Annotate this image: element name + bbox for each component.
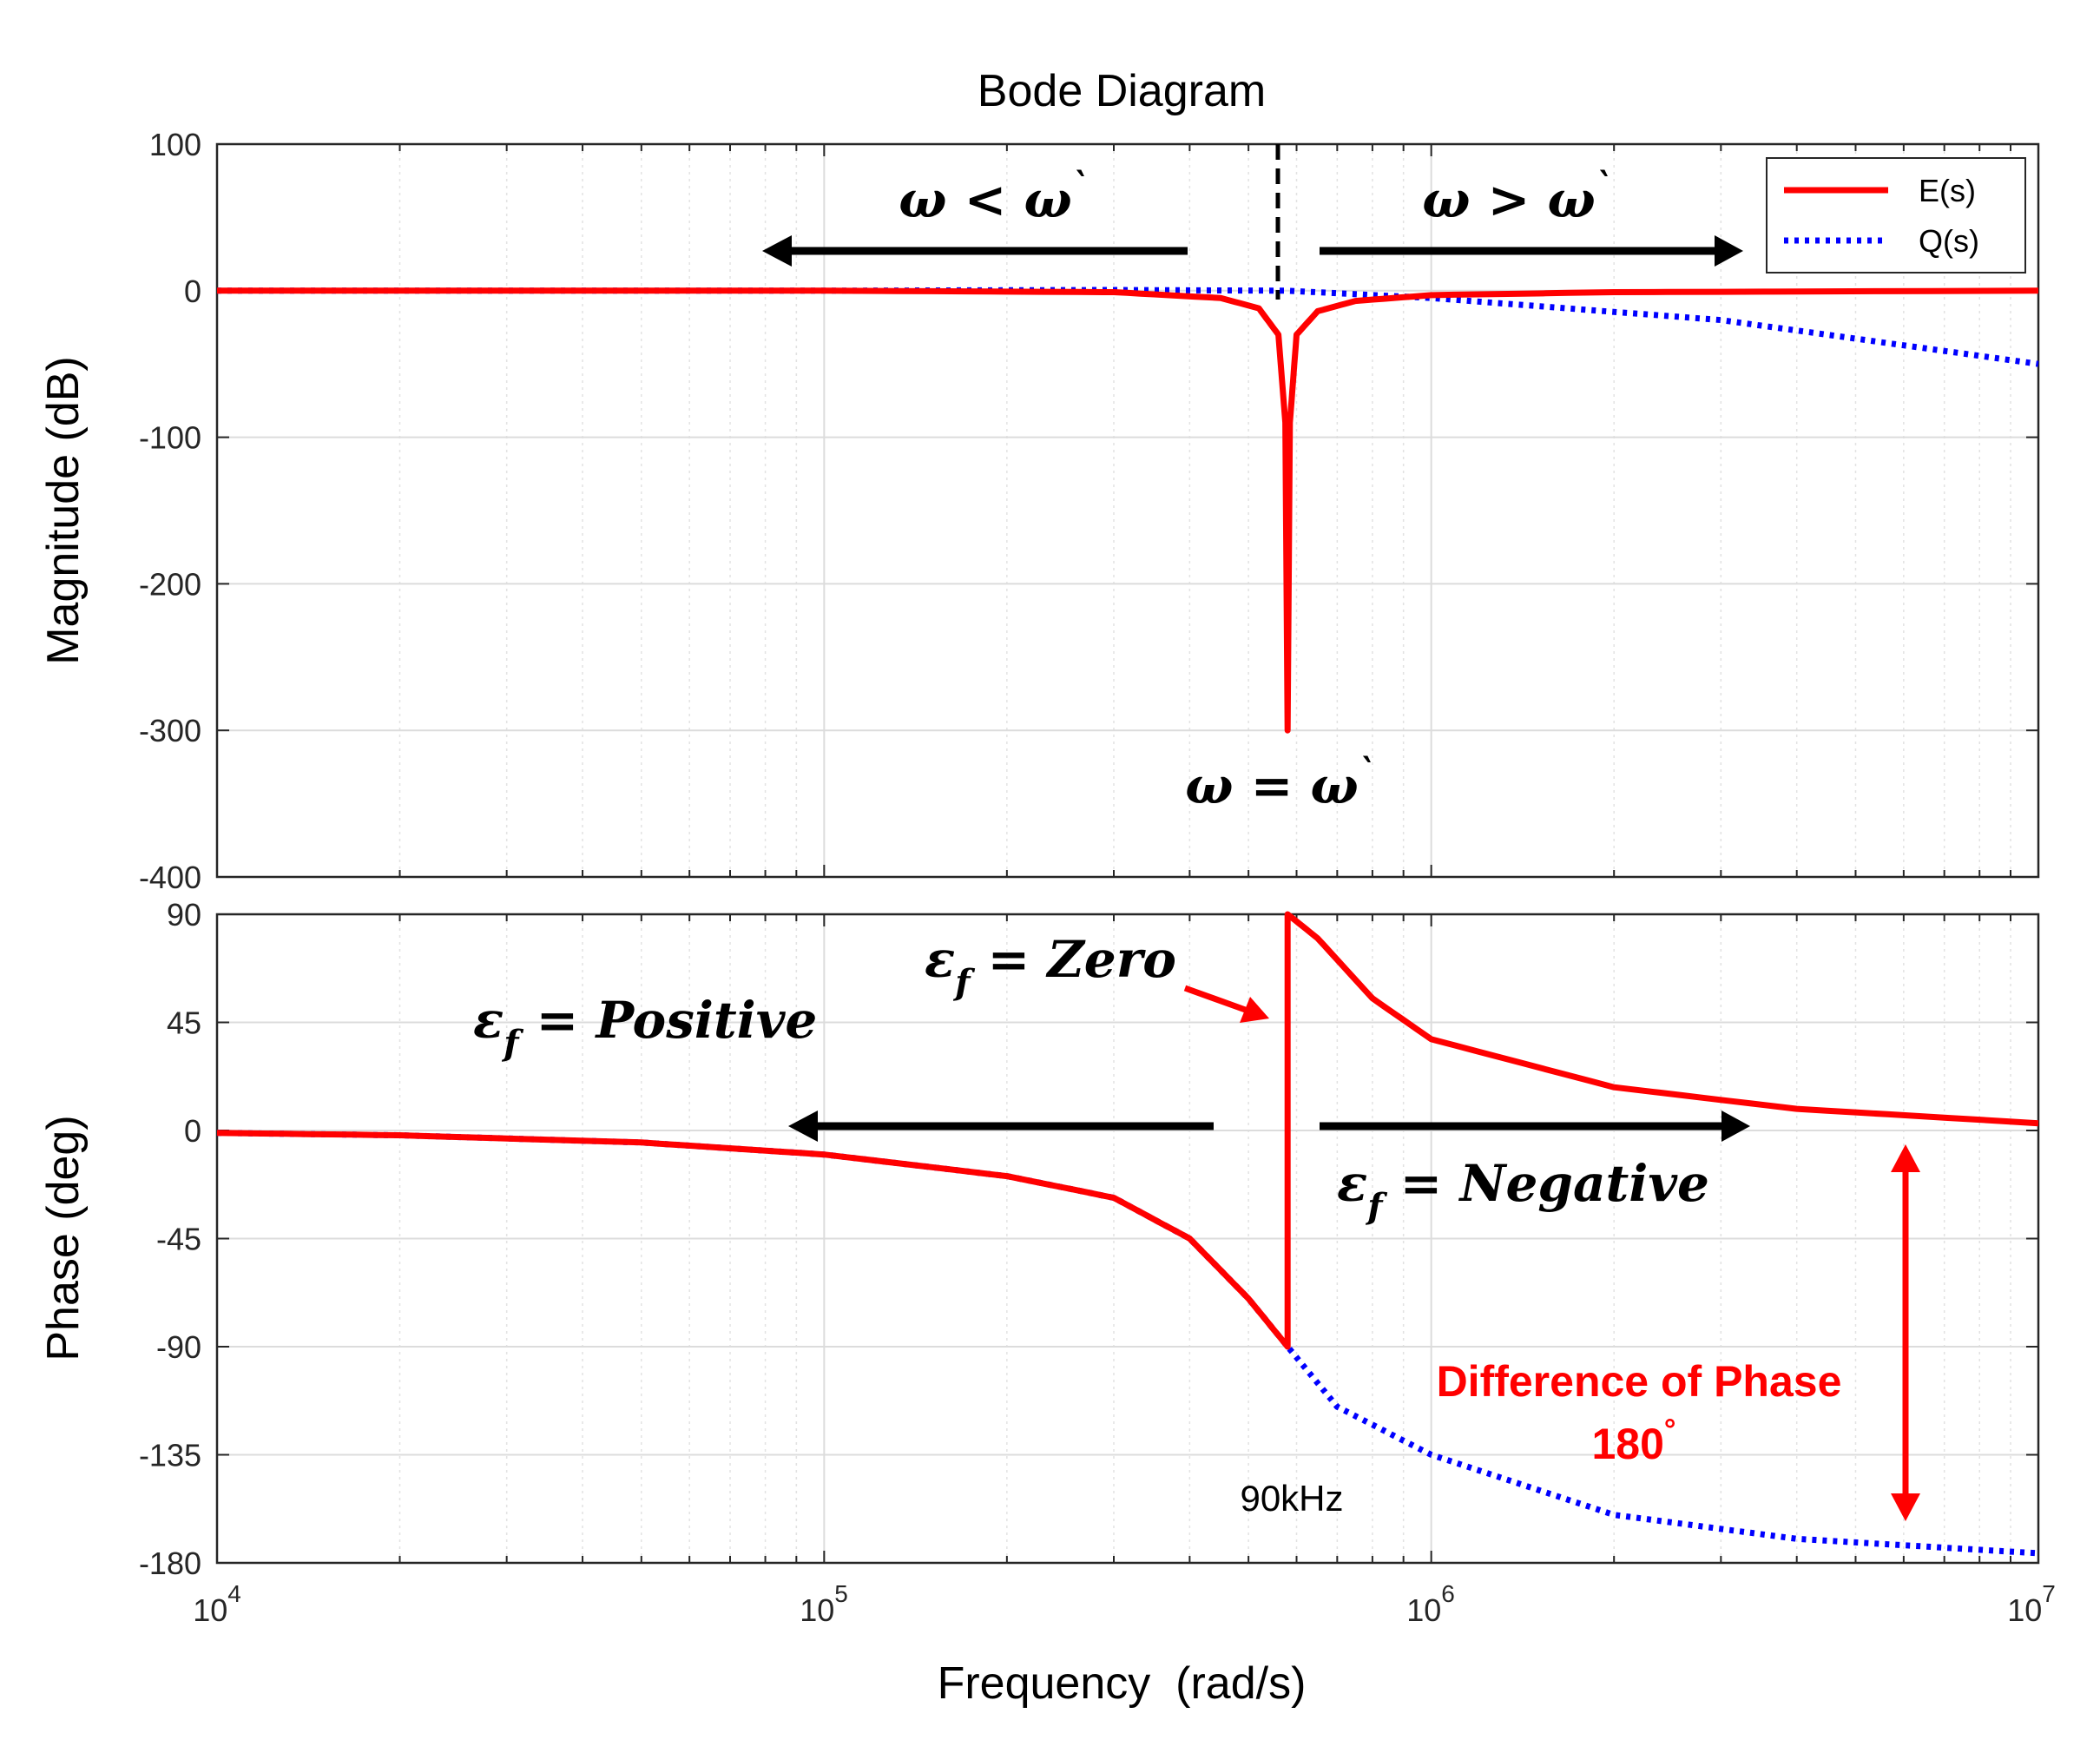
phase-difference-arrow-top [1891,1144,1920,1172]
annotation-omega-less: ω < ω` [899,166,1089,229]
x-tick-1e4: 104 [193,1580,241,1628]
y-tick-label: -400 [139,860,201,895]
phase-axes-box [215,913,2040,1565]
x-tick-1e7: 107 [2007,1580,2056,1628]
arrow-higher-freq-mag-head [1715,235,1743,267]
zero-pointer-arrow [1183,985,1252,1015]
y-tick-label: -200 [139,566,201,602]
y-tick-label: -300 [139,713,201,748]
legend: E(s) Q(s) [1766,157,2026,274]
annotation-ef-zero: εf = Zero [925,930,1176,1003]
annotation-omega-equal: ω = ω` [1185,752,1375,815]
legend-q-label: Q(s) [1919,223,1979,259]
arrow-lower-freq-phase-head [788,1111,818,1142]
x-axis-label: Frequency (rad/s) [938,1658,1307,1709]
magnitude-y-label: Magnitude (dB) [38,356,89,665]
legend-e-label: E(s) [1919,173,1976,208]
zero-pointer-arrow-head [1240,997,1269,1023]
arrow-higher-freq-phase-head [1721,1111,1750,1142]
phase-y-label: Phase (deg) [38,1115,89,1361]
annotation-ef-positive: εf = Positive [473,991,817,1064]
magnitude-axes-box [215,142,2040,879]
magnitude-y-ticks: 100 0 -100 -200 -300 -400 [139,127,201,895]
annotation-phase-difference: Difference of Phase [1437,1357,1842,1406]
y-tick-label: -100 [139,420,201,456]
annotation-omega-greater: ω > ω` [1422,166,1612,229]
y-tick-label: 90 [167,897,201,933]
magnitude-series-q [217,287,2039,367]
y-tick-label: -135 [139,1438,201,1473]
legend-box [1766,157,2026,274]
y-tick-label: -45 [156,1222,201,1257]
phase-difference-arrow-bottom [1891,1493,1920,1521]
magnitude-panel: 100 0 -100 -200 -300 -400 ω < ω` ω > ω` ω = ω… [38,127,2040,895]
annotation-90khz: 90kHz [1240,1478,1343,1519]
y-tick-label: -180 [139,1546,201,1581]
phase-series-e [216,911,2039,1350]
y-tick-label: 0 [184,1113,201,1149]
y-tick-label: 100 [149,127,201,162]
phase-x-ticks: 104 105 106 107 [193,1580,2056,1628]
magnitude-series-e [217,287,2039,734]
x-tick-1e5: 105 [800,1580,848,1628]
y-tick-label: 45 [167,1005,201,1041]
arrow-lower-freq-mag-head [762,235,792,267]
y-tick-label: 0 [184,274,201,309]
chart-title: Bode Diagram [978,66,1266,116]
phase-panel: 90 45 0 -45 -90 -135 -180 104 105 106 107 εf =… [38,897,2056,1709]
phase-series-q [216,1130,2039,1557]
y-tick-label: -90 [156,1329,201,1365]
annotation-ef-negative: εf = Negative [1337,1154,1709,1227]
annotation-180-degrees: 180° [1591,1414,1675,1468]
phase-y-ticks: 90 45 0 -45 -90 -135 -180 [139,897,201,1581]
x-tick-1e6: 106 [1406,1580,1455,1628]
